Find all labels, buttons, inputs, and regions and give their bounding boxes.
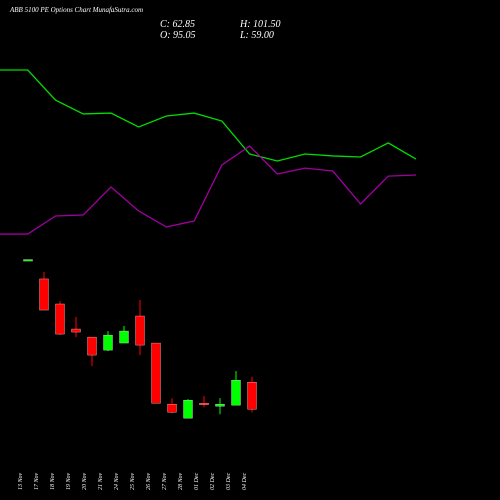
x-tick-label: 02 Dec (210, 473, 216, 490)
candle-body (167, 404, 177, 413)
candle-body (215, 404, 225, 407)
candle-body (151, 342, 161, 404)
x-tick-label: 26 Nov (146, 472, 152, 490)
x-tick-label: 17 Nov (34, 472, 40, 490)
chart-title: ABB 5100 PE Options Chart MunafaSutra.co… (9, 6, 143, 14)
x-tick-label: 27 Nov (162, 472, 168, 490)
annotation: C: 62.85 (160, 19, 195, 30)
candle-body (39, 278, 49, 311)
candle-body (71, 328, 81, 333)
annotation: L: 59.00 (239, 30, 274, 41)
x-tick-label: 04 Dec (241, 473, 248, 490)
x-tick-label: 24 Nov (113, 472, 120, 490)
candle-body (135, 315, 145, 346)
x-tick-label: 28 Nov (178, 472, 184, 490)
x-tick-label: 01 Dec (194, 473, 200, 490)
candle-body (183, 400, 193, 419)
annotation: O: 95.05 (160, 30, 196, 41)
candle-body (23, 259, 33, 262)
candle-body (247, 382, 257, 410)
x-tick-label: 25 Nov (130, 472, 136, 490)
candle-body (87, 336, 97, 356)
line-series (0, 69, 417, 162)
candle-body (103, 334, 113, 351)
x-tick-label: 13 Nov (18, 472, 24, 490)
annotation: H: 101.50 (239, 19, 281, 30)
candle-body (231, 380, 241, 406)
candle-body (199, 403, 209, 405)
x-tick-label: 19 Nov (66, 472, 72, 490)
candle-body (55, 303, 65, 335)
x-tick-label: 20 Nov (82, 472, 88, 490)
candle-body (119, 330, 129, 344)
x-tick-label: 21 Nov (98, 472, 104, 490)
x-tick-label: 18 Nov (50, 472, 56, 490)
x-tick-label: 03 Dec (226, 473, 232, 490)
line-series (0, 145, 417, 235)
